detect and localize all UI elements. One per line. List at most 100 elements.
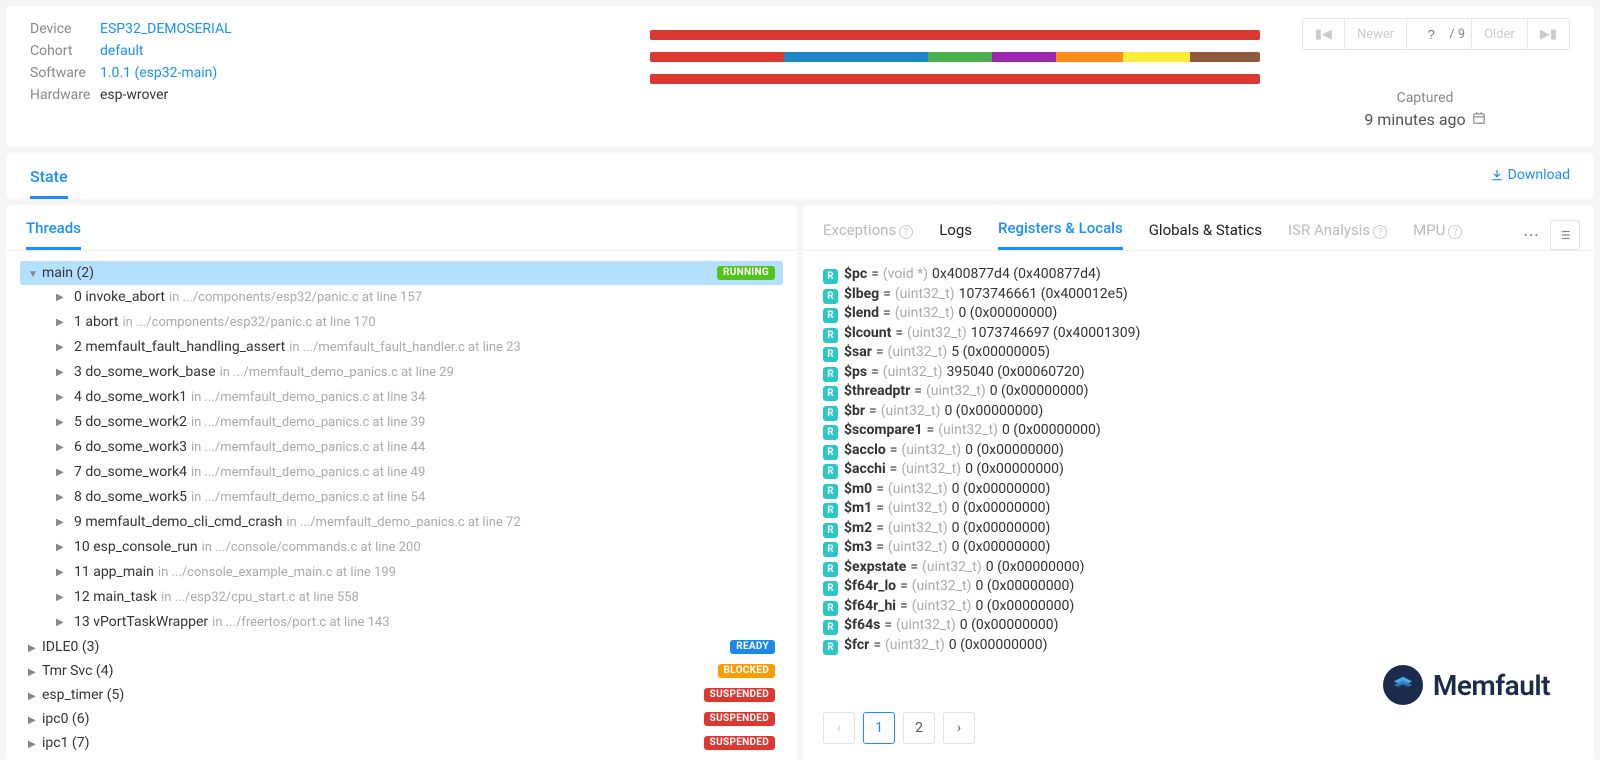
register-row[interactable]: R$pc = (void *) 0x400877d4 (0x400877d4)	[823, 265, 1574, 285]
register-row[interactable]: R$br = (uint32_t) 0 (0x00000000)	[823, 402, 1574, 422]
stack-frame[interactable]: ▶10 esp_console_run in .../console/comma…	[20, 535, 783, 560]
pager-next[interactable]: ›	[943, 712, 975, 744]
threads-panel: Threads ▼main (2)RUNNING▶0 invoke_abort …	[6, 205, 797, 760]
stack-frame[interactable]: ▶2 memfault_fault_handling_assert in ...…	[20, 335, 783, 360]
register-chip-icon: R	[823, 523, 838, 538]
register-name: $threadptr	[844, 382, 910, 402]
state-tab[interactable]: State	[30, 167, 68, 199]
threads-title: Threads	[26, 219, 81, 250]
register-name: $acclo	[844, 441, 886, 461]
nav-older-button[interactable]: Older	[1471, 18, 1528, 50]
thread-list: ▼main (2)RUNNING▶0 invoke_abort in .../c…	[6, 251, 797, 760]
captured-label: Captured	[1280, 90, 1570, 106]
register-value: 0 (0x00000000)	[965, 441, 1064, 461]
pager-page-1[interactable]: 1	[863, 712, 895, 744]
memory-bar-row[interactable]	[650, 74, 1260, 84]
register-chip-icon: R	[823, 581, 838, 596]
register-name: $pc	[844, 265, 867, 285]
register-row[interactable]: R$lcount = (uint32_t) 1073746697 (0x4000…	[823, 324, 1574, 344]
stack-frame[interactable]: ▶0 invoke_abort in .../components/esp32/…	[20, 285, 783, 310]
register-chip-icon: R	[823, 269, 838, 284]
register-name: $sar	[844, 343, 872, 363]
register-row[interactable]: R$threadptr = (uint32_t) 0 (0x00000000)	[823, 382, 1574, 402]
device-value[interactable]: ESP32_DEMOSERIAL	[100, 18, 232, 40]
thread-row[interactable]: ▶ipc0 (6)SUSPENDED	[20, 707, 783, 731]
chevron-icon: ▶	[56, 412, 66, 433]
pager-prev[interactable]: ‹	[823, 712, 855, 744]
register-row[interactable]: R$m0 = (uint32_t) 0 (0x00000000)	[823, 480, 1574, 500]
tab-logs[interactable]: Logs	[939, 221, 972, 249]
chevron-icon: ▶	[56, 562, 66, 583]
memory-bar-segment	[784, 52, 927, 62]
frame-function: 9 memfault_demo_cli_cmd_crash	[74, 512, 282, 533]
thread-row[interactable]: ▶Tmr Svc (4)BLOCKED	[20, 659, 783, 683]
pager-page-2[interactable]: 2	[903, 712, 935, 744]
nav-page-input[interactable]	[1413, 27, 1449, 42]
register-value: 0 (0x00000000)	[990, 382, 1089, 402]
register-chip-icon: R	[823, 445, 838, 460]
stack-frame[interactable]: ▶5 do_some_work2 in .../memfault_demo_pa…	[20, 410, 783, 435]
register-row[interactable]: R$lend = (uint32_t) 0 (0x00000000)	[823, 304, 1574, 324]
register-row[interactable]: R$acchi = (uint32_t) 0 (0x00000000)	[823, 460, 1574, 480]
register-row[interactable]: R$sar = (uint32_t) 5 (0x00000005)	[823, 343, 1574, 363]
register-type: (uint32_t)	[896, 616, 956, 636]
stack-frame[interactable]: ▶3 do_some_work_base in .../memfault_dem…	[20, 360, 783, 385]
register-value: 0 (0x00000000)	[975, 597, 1074, 617]
register-row[interactable]: R$m1 = (uint32_t) 0 (0x00000000)	[823, 499, 1574, 519]
list-view-button[interactable]	[1550, 220, 1580, 250]
register-row[interactable]: R$fcr = (uint32_t) 0 (0x00000000)	[823, 636, 1574, 656]
nav-newer-button[interactable]: Newer	[1344, 18, 1407, 50]
tab-isr[interactable]: ISR Analysis?	[1288, 221, 1387, 249]
tab-mpu[interactable]: MPU?	[1413, 221, 1462, 249]
stack-frame[interactable]: ▶4 do_some_work1 in .../memfault_demo_pa…	[20, 385, 783, 410]
register-row[interactable]: R$f64r_lo = (uint32_t) 0 (0x00000000)	[823, 577, 1574, 597]
thread-row[interactable]: ▶IDLE0 (3)READY	[20, 635, 783, 659]
register-value: 0 (0x00000000)	[952, 519, 1051, 539]
stack-frame[interactable]: ▶8 do_some_work5 in .../memfault_demo_pa…	[20, 485, 783, 510]
register-row[interactable]: R$ps = (uint32_t) 395040 (0x00060720)	[823, 363, 1574, 383]
register-row[interactable]: R$acclo = (uint32_t) 0 (0x00000000)	[823, 441, 1574, 461]
frame-path: in .../console/commands.c at line 200	[202, 537, 421, 558]
register-type: (uint32_t)	[888, 343, 948, 363]
register-row[interactable]: R$f64s = (uint32_t) 0 (0x00000000)	[823, 616, 1574, 636]
meta-block: DeviceESP32_DEMOSERIAL Cohortdefault Sof…	[30, 18, 630, 129]
stack-frame[interactable]: ▶6 do_some_work3 in .../memfault_demo_pa…	[20, 435, 783, 460]
stack-frame[interactable]: ▶12 main_task in .../esp32/cpu_start.c a…	[20, 585, 783, 610]
thread-name: Tmr Svc (4)	[42, 663, 113, 679]
nav-last-button[interactable]: ▶▮	[1527, 18, 1570, 50]
register-name: $lend	[844, 304, 879, 324]
status-badge: RUNNING	[717, 266, 775, 280]
more-icon[interactable]: ⋯	[1523, 225, 1540, 244]
download-link[interactable]: Download	[1490, 167, 1570, 183]
frame-function: 11 app_main	[74, 562, 154, 583]
stack-frame[interactable]: ▶7 do_some_work4 in .../memfault_demo_pa…	[20, 460, 783, 485]
register-row[interactable]: R$m3 = (uint32_t) 0 (0x00000000)	[823, 538, 1574, 558]
register-row[interactable]: R$lbeg = (uint32_t) 1073746661 (0x400012…	[823, 285, 1574, 305]
hardware-value: esp-wrover	[100, 84, 168, 106]
thread-row[interactable]: ▶esp_timer (5)SUSPENDED	[20, 683, 783, 707]
thread-name: IDLE0 (3)	[42, 639, 99, 655]
nav-first-button[interactable]: ▮◀	[1302, 18, 1345, 50]
stack-frame[interactable]: ▶9 memfault_demo_cli_cmd_crash in .../me…	[20, 510, 783, 535]
status-badge: READY	[730, 640, 775, 654]
stack-frame[interactable]: ▶11 app_main in .../console_example_main…	[20, 560, 783, 585]
stack-frame[interactable]: ▶13 vPortTaskWrapper in .../freertos/por…	[20, 610, 783, 635]
tab-registers[interactable]: Registers & Locals	[998, 219, 1123, 250]
register-name: $m1	[844, 499, 872, 519]
register-type: (uint32_t)	[883, 363, 943, 383]
memory-bar-row[interactable]	[650, 30, 1260, 40]
tab-exceptions[interactable]: Exceptions?	[823, 221, 913, 249]
register-row[interactable]: R$scompare1 = (uint32_t) 0 (0x00000000)	[823, 421, 1574, 441]
memory-bar-row[interactable]	[650, 52, 1260, 62]
register-row[interactable]: R$m2 = (uint32_t) 0 (0x00000000)	[823, 519, 1574, 539]
cohort-value[interactable]: default	[100, 40, 144, 62]
software-value[interactable]: 1.0.1 (esp32-main)	[100, 62, 217, 84]
thread-row[interactable]: ▼main (2)RUNNING	[20, 261, 783, 285]
register-type: (uint32_t)	[888, 480, 948, 500]
stack-frame[interactable]: ▶1 abort in .../components/esp32/panic.c…	[20, 310, 783, 335]
tab-globals[interactable]: Globals & Statics	[1149, 221, 1262, 249]
register-row[interactable]: R$expstate = (uint32_t) 0 (0x00000000)	[823, 558, 1574, 578]
chevron-icon: ▶	[56, 312, 66, 333]
register-value: 0 (0x00000000)	[958, 304, 1057, 324]
register-row[interactable]: R$f64r_hi = (uint32_t) 0 (0x00000000)	[823, 597, 1574, 617]
